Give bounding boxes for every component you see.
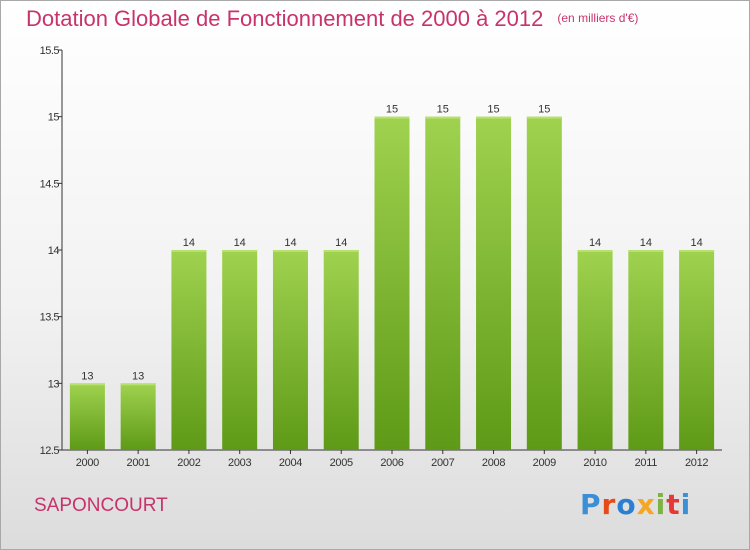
bar-2001	[120, 383, 156, 450]
bar-cap-2000	[69, 383, 105, 386]
x-tick-label: 2001	[127, 457, 150, 469]
chart-unit: (en milliers d'€)	[557, 11, 639, 25]
data-label-2005: 14	[335, 237, 347, 249]
bar-cap-2008	[476, 116, 512, 119]
bar-cap-2002	[171, 250, 207, 252]
bar-2009	[526, 116, 562, 451]
bar-2010	[577, 250, 613, 450]
x-tick-label: 2008	[482, 457, 505, 469]
bar-cap-2006	[374, 116, 410, 119]
logo-letter: t	[666, 488, 681, 521]
bar-cap-2007	[425, 116, 461, 119]
logo-letter: i	[680, 488, 692, 521]
y-tick-label: 14	[48, 245, 60, 257]
y-tick-label: 13	[48, 378, 60, 390]
bar-2006	[374, 116, 410, 451]
y-tick-label: 15.5	[40, 45, 60, 57]
x-tick-label: 2002	[177, 457, 200, 469]
data-label-2004: 14	[284, 237, 296, 249]
bar-2004	[272, 250, 308, 450]
bar-cap-2011	[628, 250, 664, 252]
logo-letter: o	[616, 488, 637, 521]
bar-cap-2003	[222, 250, 258, 252]
chart-title: Dotation Globale de Fonctionnement de 20…	[26, 6, 638, 32]
bar-cap-2009	[526, 116, 562, 119]
logo-letter: P	[580, 488, 602, 521]
x-tick-label: 2009	[533, 457, 556, 469]
bar-2012	[679, 250, 715, 450]
data-label-2000: 13	[81, 370, 93, 382]
bar-2005	[323, 250, 359, 450]
bar-2000	[69, 383, 105, 450]
bar-cap-2012	[679, 250, 715, 252]
bar-cap-2010	[577, 250, 613, 252]
data-label-2002: 14	[183, 237, 195, 249]
x-tick-label: 2005	[330, 457, 353, 469]
x-tick-label: 2000	[76, 457, 99, 469]
x-tick-label: 2010	[583, 457, 606, 469]
bar-2003	[222, 250, 258, 450]
commune-name: SAPONCOURT	[34, 495, 168, 516]
y-tick-label: 15	[48, 112, 60, 124]
y-tick-label: 12.5	[40, 445, 60, 457]
x-tick-label: 2011	[635, 457, 658, 469]
data-label-2001: 13	[132, 370, 144, 382]
data-label-2012: 14	[690, 237, 702, 249]
data-label-2010: 14	[589, 237, 601, 249]
data-label-2003: 14	[234, 237, 246, 249]
data-label-2007: 15	[437, 104, 449, 116]
data-label-2006: 15	[386, 104, 398, 116]
x-tick-label: 2004	[279, 457, 302, 469]
logo-letter: x	[636, 488, 656, 521]
x-tick-label: 2003	[228, 457, 251, 469]
bar-2007	[425, 116, 461, 451]
proxiti-logo[interactable]: Proxiti	[580, 488, 691, 521]
bar-cap-2005	[323, 250, 359, 252]
x-tick-label: 2007	[431, 457, 454, 469]
bar-cap-2001	[120, 383, 156, 386]
x-tick-label: 2006	[380, 457, 403, 469]
y-tick-label: 13.5	[40, 312, 60, 324]
data-label-2008: 15	[487, 104, 499, 116]
logo-letter: i	[655, 488, 667, 521]
data-label-2011: 14	[640, 237, 652, 249]
chart-title-text: Dotation Globale de Fonctionnement de 20…	[26, 6, 544, 31]
data-label-2009: 15	[538, 104, 550, 116]
y-tick-label: 14.5	[40, 178, 60, 190]
bar-cap-2004	[272, 250, 308, 252]
x-tick-label: 2012	[685, 457, 708, 469]
logo-letter: r	[601, 488, 617, 521]
bar-2008	[476, 116, 512, 451]
bar-2002	[171, 250, 207, 450]
bar-2011	[628, 250, 664, 450]
